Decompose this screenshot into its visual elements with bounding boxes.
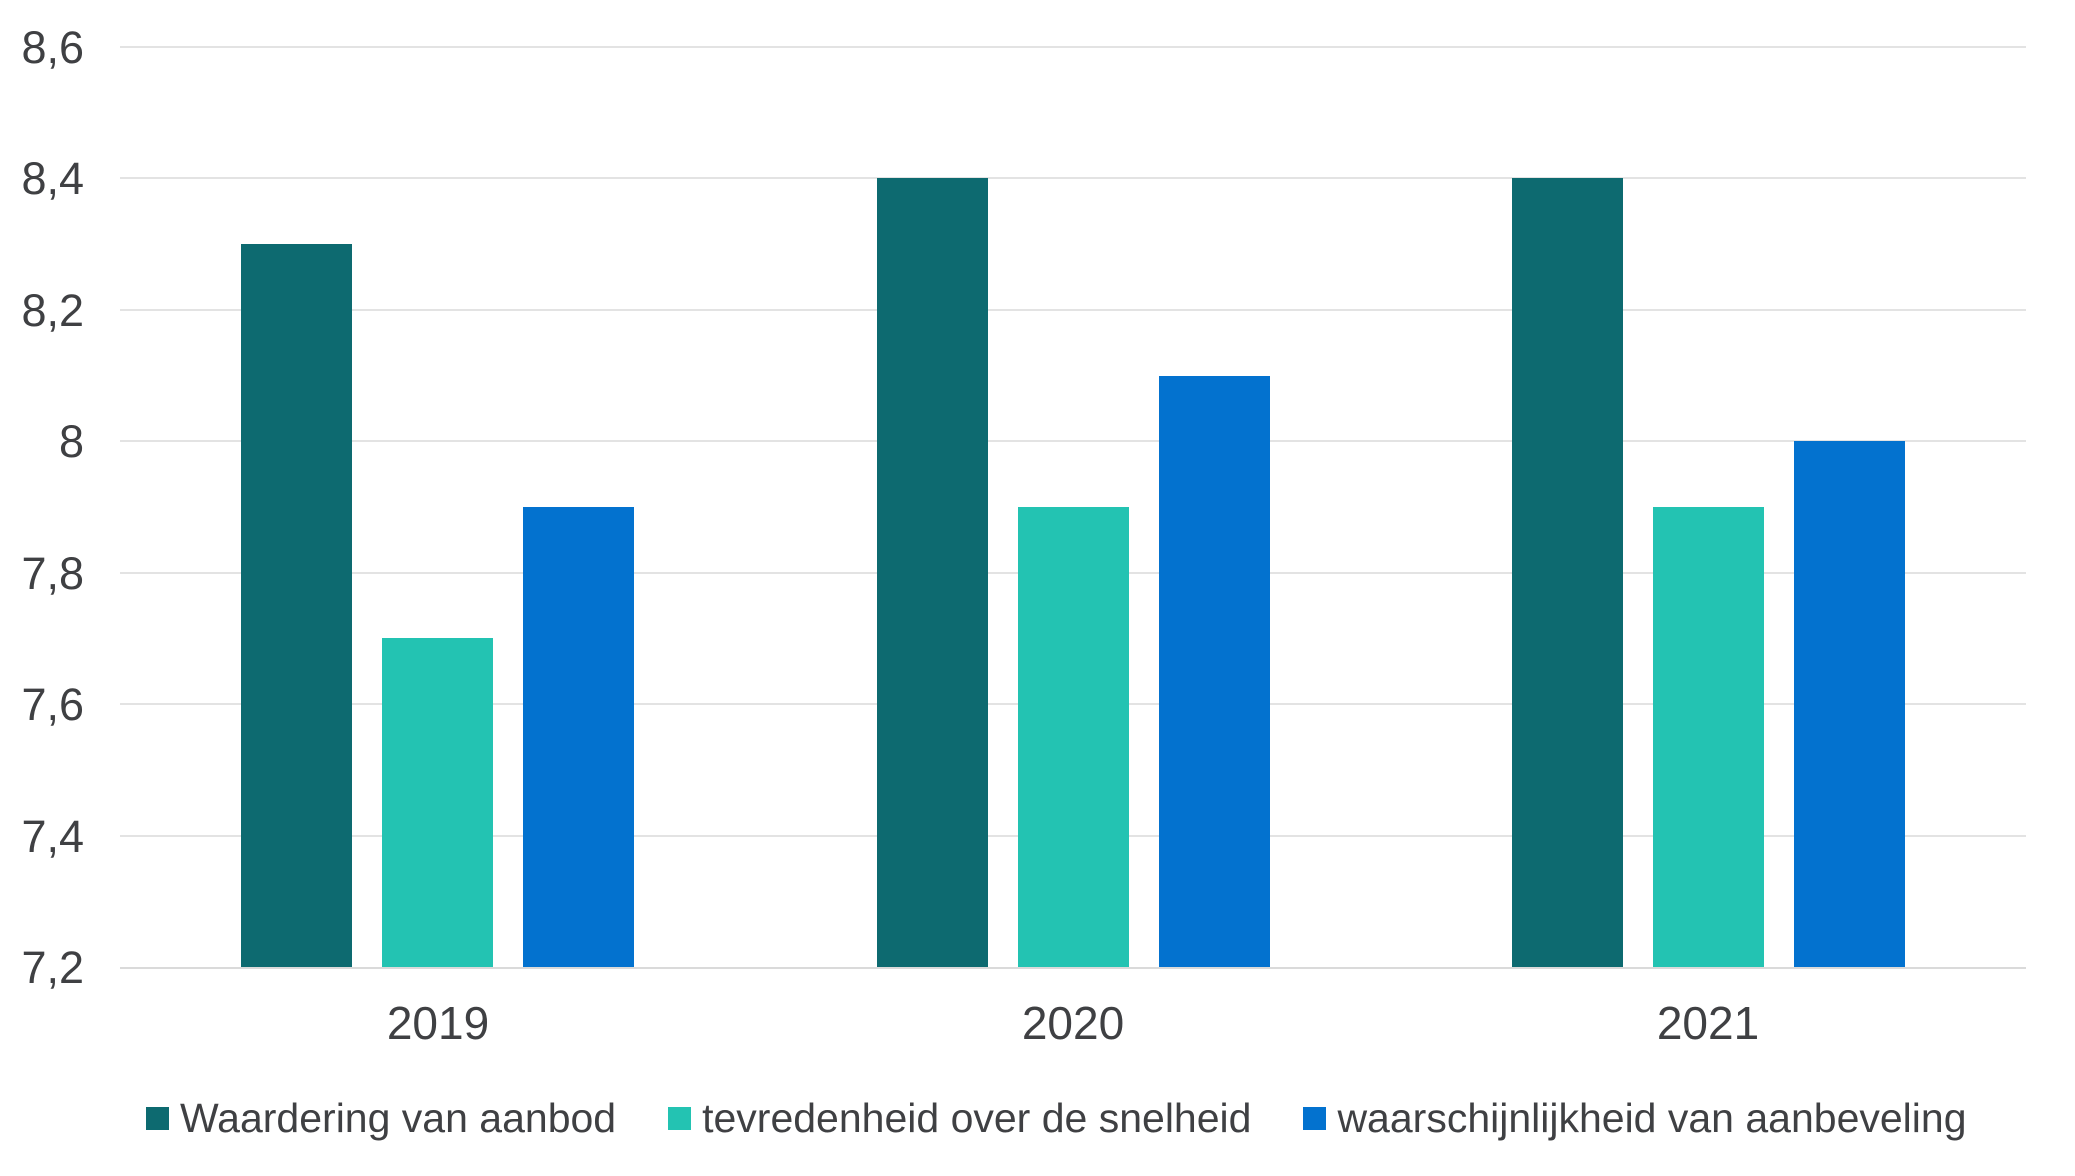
gridline (120, 46, 2026, 48)
bar-2020-series-1 (877, 178, 988, 967)
gridline (120, 177, 2026, 179)
legend-swatch-icon (668, 1106, 692, 1130)
legend-swatch-icon (1303, 1106, 1327, 1130)
bar-2020-series-2 (1018, 507, 1129, 967)
legend-label: waarschijnlijkheid van aanbeveling (1337, 1095, 1967, 1141)
x-tick-label: 2020 (1021, 997, 1125, 1049)
bar-2021-series-1 (1512, 178, 1623, 967)
y-tick-label: 8,6 (21, 22, 84, 73)
legend-item-2: tevredenheid over de snelheid (668, 1094, 1251, 1142)
legend: Waardering van aanbod tevredenheid over d… (146, 1094, 1967, 1142)
y-tick-label: 7,4 (21, 811, 84, 862)
bar-2021-series-2 (1653, 507, 1764, 967)
y-tick-label: 8,4 (21, 153, 84, 204)
legend-item-1: Waardering van aanbod (146, 1094, 616, 1142)
x-axis-line (120, 967, 2026, 969)
legend-swatch-icon (146, 1106, 169, 1130)
y-tick-label: 7,8 (21, 548, 84, 599)
bar-2021-series-3 (1794, 441, 1905, 967)
y-tick-label: 7,6 (21, 679, 84, 730)
legend-label: tevredenheid over de snelheid (702, 1095, 1252, 1141)
y-tick-label: 8,2 (21, 285, 84, 336)
bar-2020-series-3 (1159, 376, 1270, 967)
legend-item-3: waarschijnlijkheid van aanbeveling (1303, 1094, 1967, 1142)
x-tick-label: 2021 (1656, 997, 1760, 1049)
legend-label: Waardering van aanbod (180, 1095, 617, 1141)
gridline (120, 440, 2026, 442)
y-tick-label: 7,2 (21, 942, 84, 993)
gridline (120, 309, 2026, 311)
x-tick-label: 2019 (386, 997, 490, 1049)
bar-2019-series-3 (523, 507, 634, 967)
y-tick-label: 8 (58, 416, 84, 467)
bar-2019-series-2 (382, 638, 493, 967)
bar-2019-series-1 (241, 244, 352, 967)
